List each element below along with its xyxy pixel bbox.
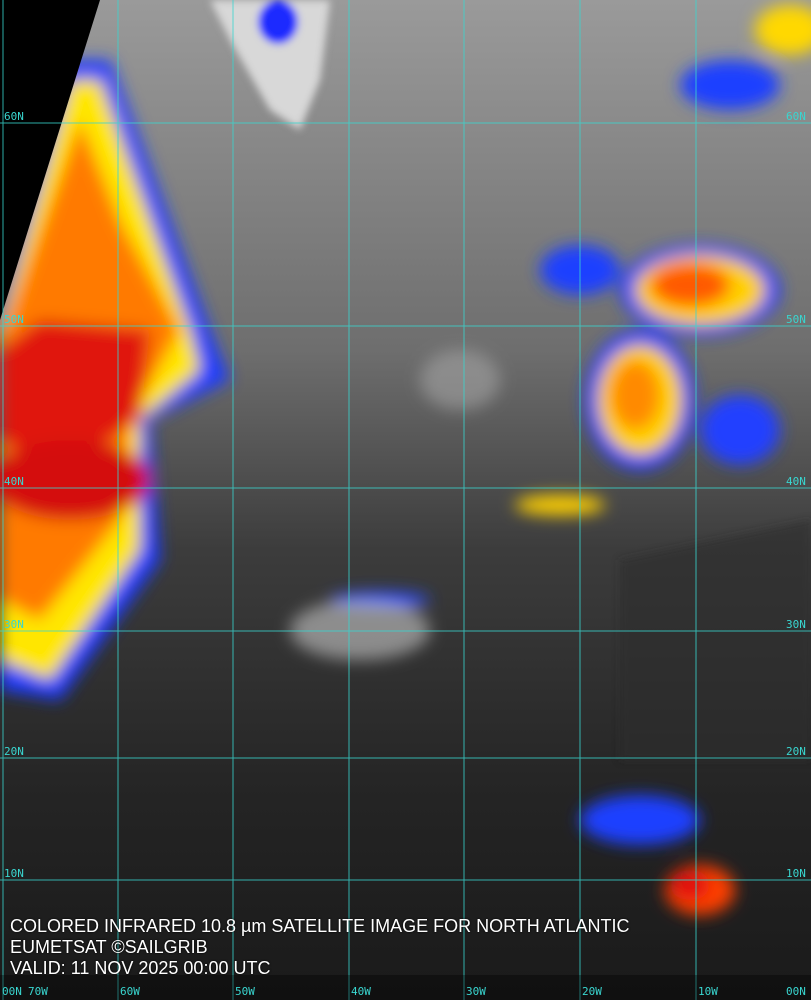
latitude-label-left: 40N (4, 475, 24, 488)
latitude-label-right: 40N (786, 475, 806, 488)
latitude-label-left: 10N (4, 867, 24, 880)
equator-label-right: 00N (786, 985, 806, 998)
longitude-label: 20W (582, 985, 602, 998)
credit-text: EUMETSAT ©SAILGRIB (10, 937, 208, 957)
latitude-label-left: 60N (4, 110, 24, 123)
latitude-label-right: 60N (786, 110, 806, 123)
image-title: COLORED INFRARED 10.8 µm SATELLITE IMAGE… (10, 916, 630, 936)
longitude-label: 70W (28, 985, 48, 998)
latitude-label-right: 50N (786, 313, 806, 326)
caption-block: COLORED INFRARED 10.8 µm SATELLITE IMAGE… (10, 916, 629, 979)
latitude-label-left: 50N (4, 313, 24, 326)
longitude-label: 50W (235, 985, 255, 998)
latitude-label-left: 30N (4, 618, 24, 631)
longitude-label: 10W (698, 985, 718, 998)
longitude-label: 60W (120, 985, 140, 998)
valid-time: VALID: 11 NOV 2025 00:00 UTC (10, 958, 271, 978)
latitude-label-right: 20N (786, 745, 806, 758)
latitude-label-right: 10N (786, 867, 806, 880)
latitude-label-left: 20N (4, 745, 24, 758)
latitude-label-right: 30N (786, 618, 806, 631)
longitude-label: 40W (351, 985, 371, 998)
equator-label-left: 00N (2, 985, 22, 998)
longitude-label: 30W (466, 985, 486, 998)
